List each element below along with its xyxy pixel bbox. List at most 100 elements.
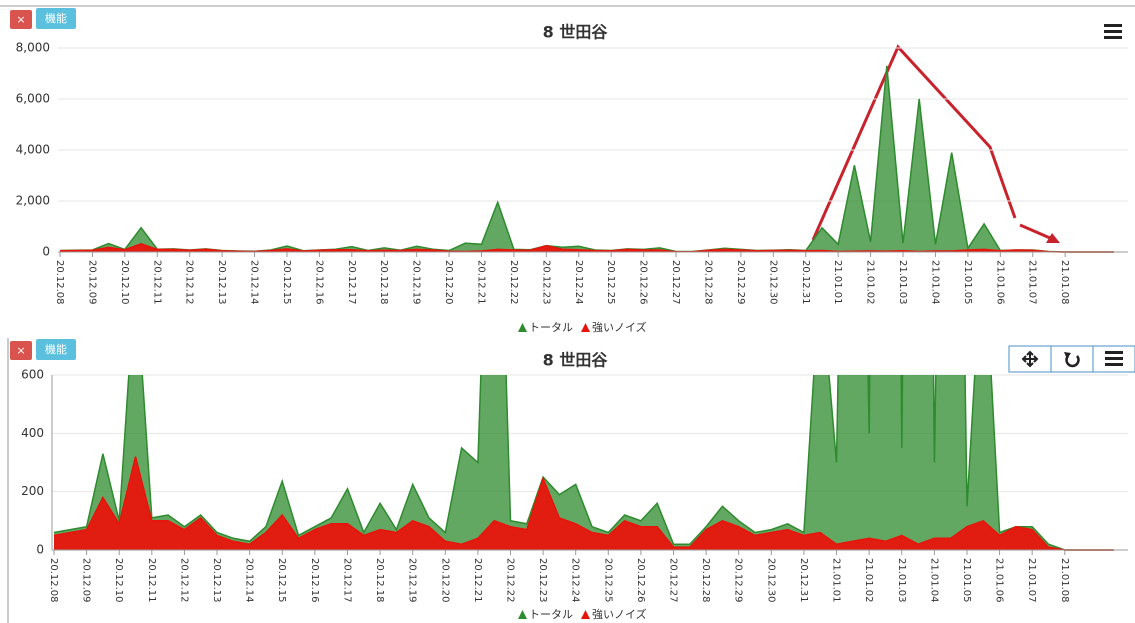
menu-icon[interactable] [1104,24,1122,39]
close-button[interactable] [10,10,32,29]
area [60,65,1114,252]
x-tick-label: 20.12.20 [443,260,454,305]
x-tick-label: 20.12.28 [702,260,713,305]
y-tick-label: 400 [21,426,44,440]
x-tick-label: 21.01.06 [994,558,1005,603]
chart-title: 8 世田谷 [543,23,609,42]
legend-marker [518,610,527,619]
x-tick-label: 20.12.15 [276,558,287,603]
y-tick-label: 0 [36,543,44,557]
annotation-line [811,44,1017,241]
x-tick-label: 20.12.25 [602,558,613,603]
x-tick-label: 21.01.05 [962,260,973,305]
x-tick-label: 20.12.13 [216,260,227,305]
function-label: 機能 [45,342,67,356]
function-button[interactable] [36,339,76,360]
legend-label: トータル [529,321,573,334]
menu-bar [1104,36,1122,39]
x-tick-label: 20.12.23 [540,260,551,305]
x-tick-label: 20.12.19 [411,260,422,305]
area-line [53,456,1114,551]
x-tick-label: 21.01.03 [896,558,907,603]
y-tick-label: 8,000 [16,41,50,55]
x-tick-label: 20.12.28 [700,558,711,603]
function-label: 機能 [45,11,67,25]
x-tick-label: 20.12.22 [504,558,515,603]
x-tick-label: 20.12.20 [439,558,450,603]
x-tick-label: 21.01.02 [863,558,874,603]
x-tick-label: 20.12.18 [378,260,389,305]
menu-bar [1105,357,1123,360]
x-tick-label: 20.12.26 [638,260,649,305]
x-tick-label: 21.01.03 [897,260,908,305]
x-tick-label: 20.12.14 [249,260,260,305]
x-tick-label: 20.12.12 [184,260,195,305]
x-tick-label: 20.12.27 [668,558,679,603]
x-tick-label: 20.12.10 [113,558,124,603]
x-tick-label: 21.01.05 [961,558,972,603]
legend-label: 強いノイズ [592,607,647,621]
x-tick-label: 20.12.17 [346,260,357,305]
legend-marker [581,323,590,332]
x-tick-label: 20.12.12 [178,558,189,603]
x-tick-label: 20.12.23 [537,558,548,603]
x-tick-label: 21.01.04 [928,558,939,603]
annotation-arrow [1019,223,1051,240]
plot-area [53,375,1114,551]
x-tick-label: 20.12.11 [146,558,157,603]
legend-label: トータル [529,608,573,621]
x-tick-label: 20.12.31 [798,558,809,603]
x-tick-label: 21.01.08 [1059,260,1070,305]
x-tick-label: 20.12.16 [313,260,324,305]
function-button[interactable] [36,8,76,29]
close-button[interactable] [10,341,32,360]
x-tick-label: 21.01.04 [929,260,940,305]
x-tick-label: 21.01.01 [831,558,842,603]
x-tick-label: 20.12.25 [605,260,616,305]
legend-marker [518,323,527,332]
x-tick-label: 20.12.22 [508,260,519,305]
y-tick-label: 2,000 [16,194,50,208]
x-tick-label: 20.12.21 [476,260,487,305]
x-tick-label: 21.01.06 [994,260,1005,305]
x-tick-label: 21.01.07 [1026,558,1037,603]
y-tick-label: 600 [21,368,44,382]
area [54,375,1114,550]
x-tick-label: 20.12.24 [573,260,584,305]
x-tick-label: 20.12.15 [281,260,292,305]
y-tick-label: 0 [42,245,50,259]
reset-button[interactable] [1050,345,1094,373]
x-tick-label: 20.12.30 [765,558,776,603]
menu-bar [1104,24,1122,27]
legend-label: 強いノイズ [592,320,647,334]
x-tick-label: 20.12.29 [733,558,744,603]
x-tick-label: 21.01.02 [865,260,876,305]
close-label: × [16,13,25,26]
x-tick-label: 20.12.10 [119,260,130,305]
x-tick-label: 20.12.18 [374,558,385,603]
menu-bar [1105,363,1123,366]
x-tick-label: 20.12.16 [309,558,320,603]
x-tick-label: 20.12.26 [635,558,646,603]
x-tick-label: 20.12.08 [48,558,59,603]
x-tick-label: 20.12.21 [472,558,483,603]
x-tick-label: 20.12.17 [341,558,352,603]
x-tick-label: 20.12.14 [244,558,255,603]
x-tick-label: 20.12.24 [570,558,581,603]
pan-icon [1021,350,1039,368]
x-tick-label: 20.12.27 [670,260,681,305]
plot-area [59,65,1114,253]
x-tick-label: 21.01.07 [1027,260,1038,305]
x-tick-label: 20.12.31 [800,260,811,305]
area [54,456,1114,550]
close-label: × [16,344,25,357]
x-tick-label: 20.12.09 [81,558,92,603]
reset-icon [1065,355,1080,368]
menu-bar [1105,351,1123,354]
x-tick-label: 21.01.01 [832,260,843,305]
x-tick-label: 20.12.19 [407,558,418,603]
y-tick-label: 4,000 [16,143,50,157]
area-line [53,375,1114,551]
